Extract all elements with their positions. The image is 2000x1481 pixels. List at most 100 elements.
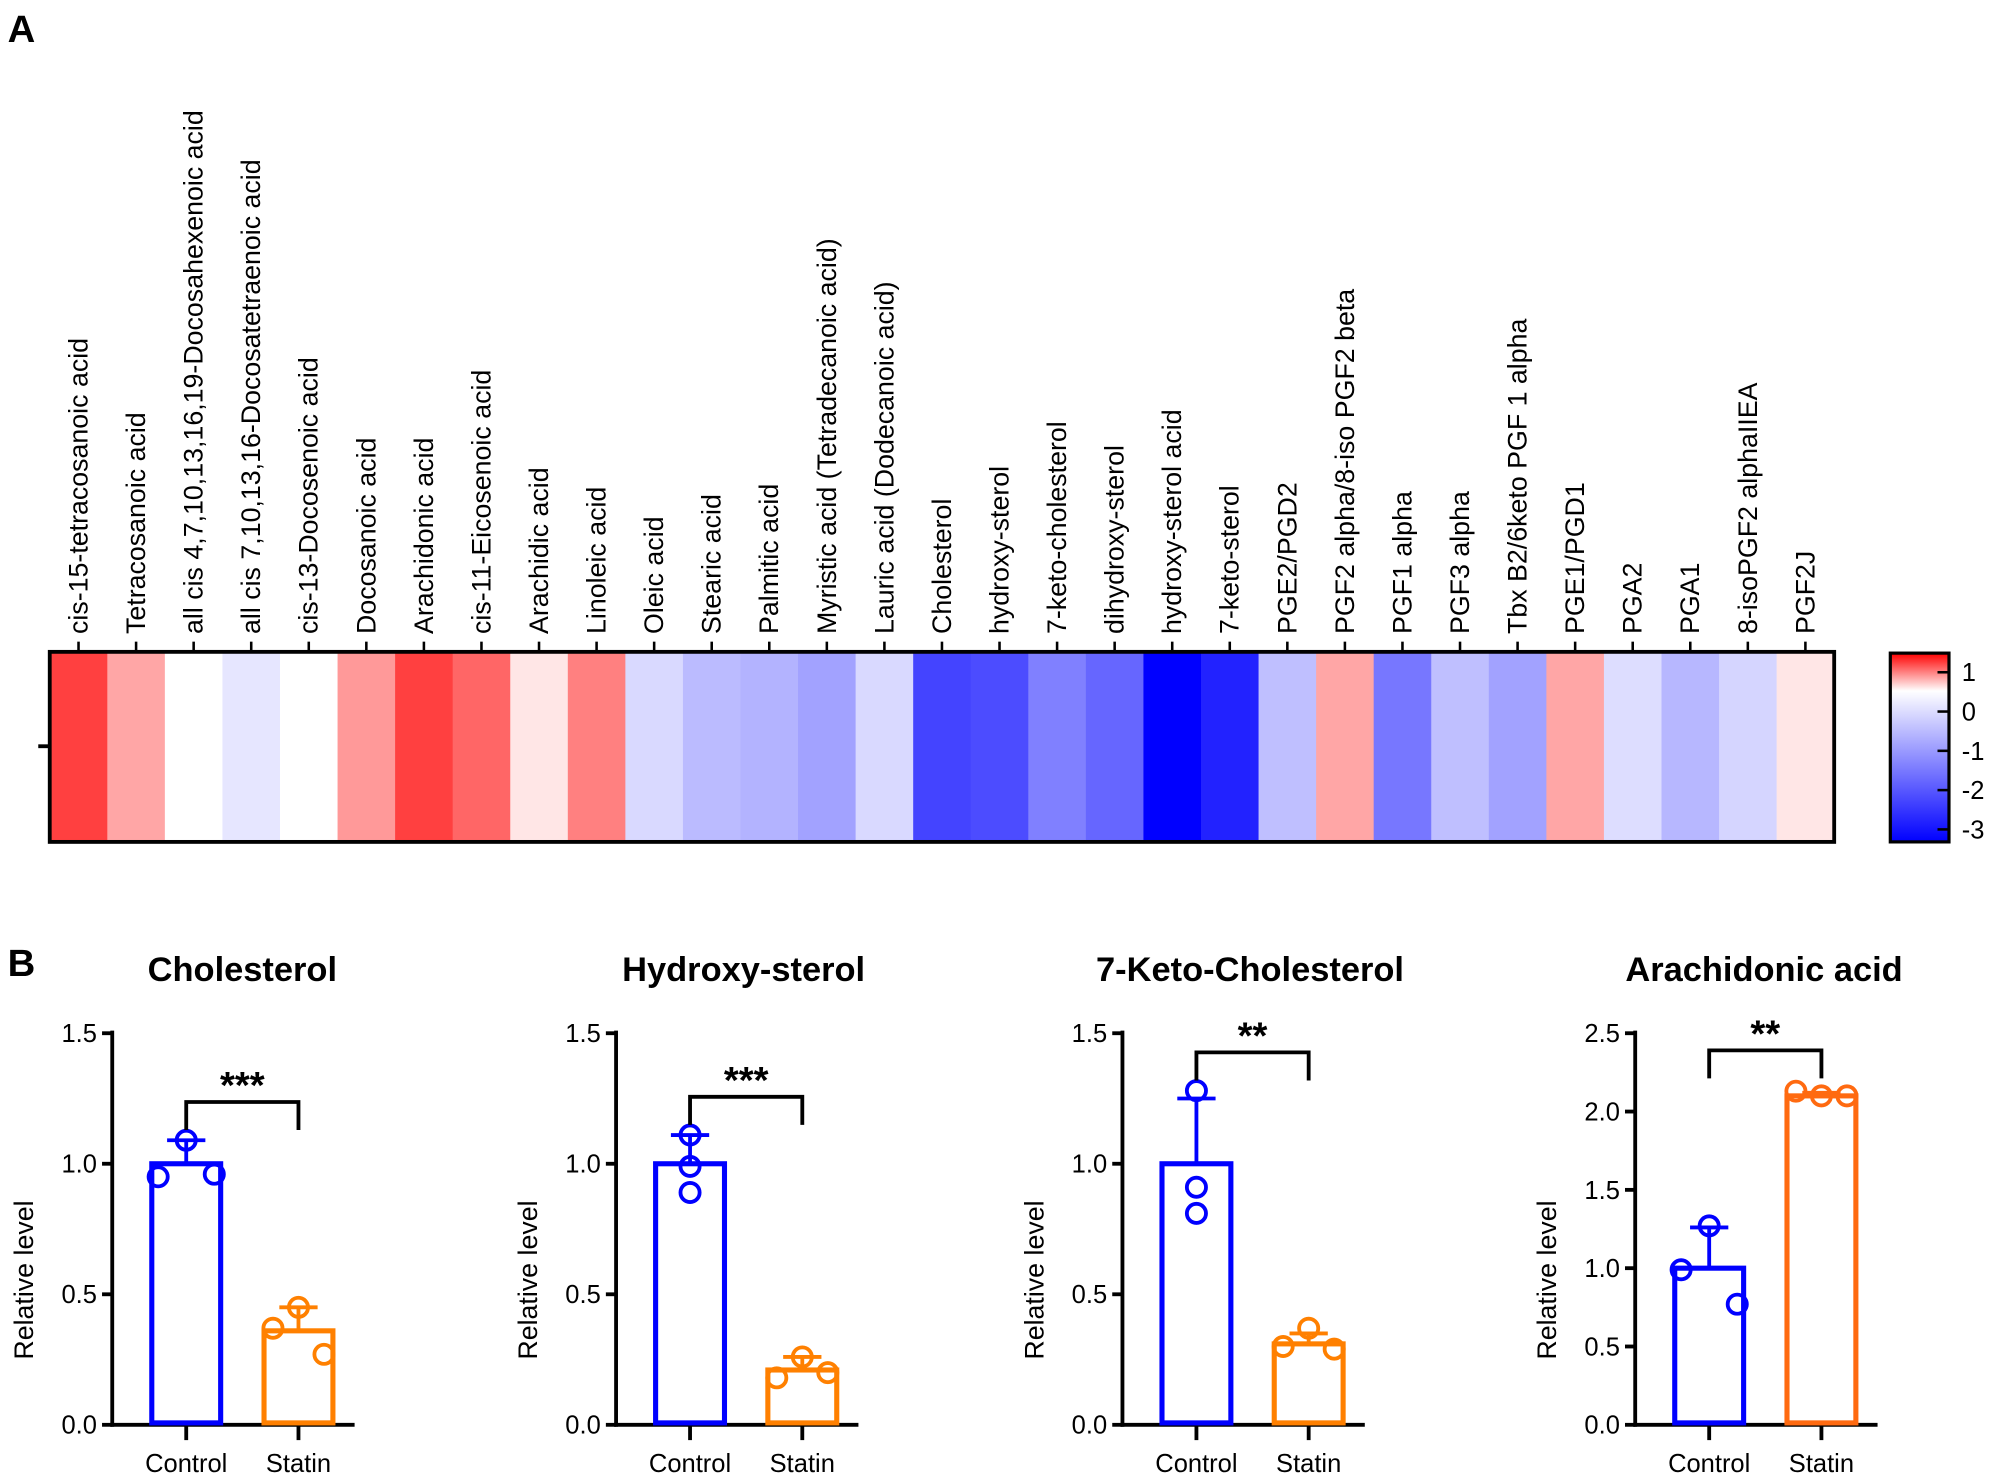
colorbar-tick-label: -1 [1962,738,1985,766]
heatmap-cell [337,651,396,842]
heatmap-column-label: cis-15-tetracosanoic acid [63,338,93,634]
bar-control [1159,1161,1234,1426]
data-point [1697,1214,1721,1238]
bar-chart-1: Cholesterol Relative level 0.0 0.5 1.0 1.5 Con… [9,951,355,1478]
heatmap-column-label: dihydroxy-sterol [1100,445,1130,634]
data-point [678,1123,702,1147]
significance-label: *** [724,1059,769,1102]
bar-chart-3: 7-Keto-Cholesterol Relative level 0.0 0.5 1.… [1019,951,1404,1478]
y-tick-label: 1.0 [61,1151,96,1179]
x-tick-label: Statin [266,1450,331,1478]
x-tick-label: Control [649,1450,731,1478]
heatmap-column-label: Myristic acid (Tetradecanoic acid) [812,238,842,634]
data-point [765,1366,789,1390]
y-tick-label: 1.0 [1584,1255,1619,1283]
bar-chart-4: Arachidonic acid Relative level 0.0 0.5 1.0 1… [1532,951,1903,1478]
significance-label: ** [1238,1015,1268,1058]
data-point [1809,1084,1833,1108]
heatmap-cell [164,651,224,842]
x-tick-label: Control [1155,1450,1237,1478]
panel-label-b: B [8,942,36,985]
colorbar-tick-label: 1 [1962,659,1976,687]
heatmap-column-label: Cholesterol [927,499,957,634]
heatmap-column-label: Arachidonic acid [409,438,439,634]
heatmap-cell [740,651,799,842]
heatmap-column-label: PGE2/PGD2 [1272,482,1302,634]
colorbar-tick-label: -2 [1962,777,1985,805]
significance-bracket [688,1094,805,1125]
y-tick-label: 0.5 [565,1281,600,1309]
x-tick-label: Control [145,1450,227,1478]
heatmap-cell [1431,651,1490,842]
bar-control [1672,1265,1747,1426]
data-point [816,1361,840,1385]
heatmap-column-label: cis-11-Eicosenoic acid [466,370,496,634]
data-point [1184,1175,1208,1199]
bar-statin [1784,1093,1859,1426]
heatmap-column-label: Tetracosanoic acid [121,412,151,634]
heatmap-column-label: PGF2 alpha/8-iso PGF2 beta [1330,289,1360,634]
heatmap-cell [798,651,857,842]
data-point [286,1295,310,1319]
heatmap-cell [1258,651,1317,842]
y-tick-label: 0.0 [1584,1412,1619,1440]
heatmap-column-label: Docosanoic acid [351,438,381,634]
heatmap-cell [1028,651,1087,842]
heatmap-column-label: PGE1/PGD1 [1560,482,1590,634]
heatmap-cell [395,651,454,842]
bar-chart-2: Hydroxy-sterol Relative level 0.0 0.5 1.0 1.5… [513,951,865,1478]
heatmap-cell [452,651,511,842]
data-point [1835,1084,1859,1108]
y-tick-label: 0.5 [61,1281,96,1309]
y-tick-label: 1.5 [565,1020,600,1048]
y-axis-label: Relative level [513,1200,543,1359]
y-tick-label: 1.0 [565,1151,600,1179]
chart-title: Arachidonic acid [1625,951,1902,989]
y-axis-label: Relative level [1532,1200,1562,1359]
heatmap-cell [1488,651,1548,842]
data-point [1297,1316,1321,1340]
heatmap-column-label: all cis 4,7,10,13,16,19-Docosahexenoic a… [179,110,209,634]
heatmap-column-label: cis-13-Docosenoic acid [294,357,324,634]
heatmap-column-label: 8-isoPGF2 alphaIIEA [1733,382,1763,634]
x-tick-label: Control [1668,1450,1750,1478]
heatmap-column-label: Stearic acid [697,494,727,634]
heatmap-cell [1546,651,1605,842]
heatmap-column-label: 7-keto-sterol [1215,485,1245,634]
y-tick-label: 0.0 [565,1412,600,1440]
chart-title: Hydroxy-sterol [622,951,865,989]
colorbar-tick-label: 0 [1962,698,1976,726]
y-tick-label: 1.5 [61,1020,96,1048]
heatmap-column-label: Arachidic acid [524,467,554,634]
heatmap-column-label: hydroxy-sterol acid [1157,409,1187,634]
heatmap-cell [1316,651,1375,842]
y-tick-label: 1.0 [1072,1151,1107,1179]
heatmap-cell [1143,651,1202,842]
heatmap-column-label: 7-keto-cholesterol [1042,421,1072,634]
x-tick-label: Statin [1276,1450,1341,1478]
data-point [146,1165,170,1189]
data-point [174,1128,198,1152]
bar-control [653,1161,728,1426]
heatmap-column-label: hydroxy-sterol [984,466,1014,634]
heatmap-column-label: PGF1 alpha [1387,491,1417,634]
colorbar-tick-label: -3 [1962,816,1985,844]
heatmap-column-label: Tbx B2/6keto PGF 1 alpha [1503,318,1533,634]
heatmap-cell [1719,651,1778,842]
heatmap-cell [49,651,108,842]
chart-title: Cholesterol [148,951,337,989]
chart-title: 7-Keto-Cholesterol [1096,951,1404,989]
data-point [312,1342,336,1366]
heatmap-column-label: PGF3 alpha [1445,491,1475,634]
data-point [1669,1258,1693,1282]
y-tick-label: 1.5 [1584,1177,1619,1205]
heatmap-column-label: PGA1 [1675,563,1705,634]
y-tick-label: 0.0 [61,1412,96,1440]
heatmap-column-label: Palmitic acid [754,484,784,634]
y-axis-label: Relative level [9,1200,39,1359]
colorbar: 1 0 -1 -2 -3 [1888,651,1985,844]
data-point [1322,1337,1346,1361]
heatmap-cell [567,651,627,842]
data-point [1184,1079,1208,1103]
heatmap-column-label: Linoleic acid [582,487,612,634]
